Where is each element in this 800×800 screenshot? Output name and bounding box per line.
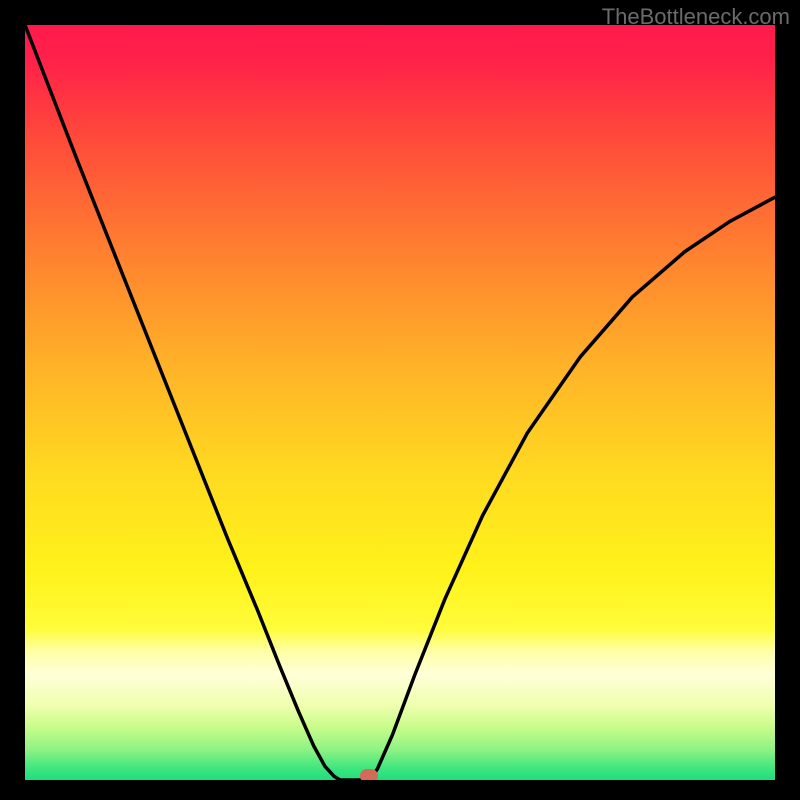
border-left	[0, 0, 25, 800]
watermark-text: TheBottleneck.com	[602, 4, 790, 30]
border-bottom	[0, 780, 800, 800]
min-point-marker	[360, 769, 378, 780]
gradient-background	[25, 25, 775, 780]
curve-layer	[25, 25, 775, 780]
border-right	[775, 0, 800, 800]
plot-area	[25, 25, 775, 780]
chart-frame: TheBottleneck.com	[0, 0, 800, 800]
